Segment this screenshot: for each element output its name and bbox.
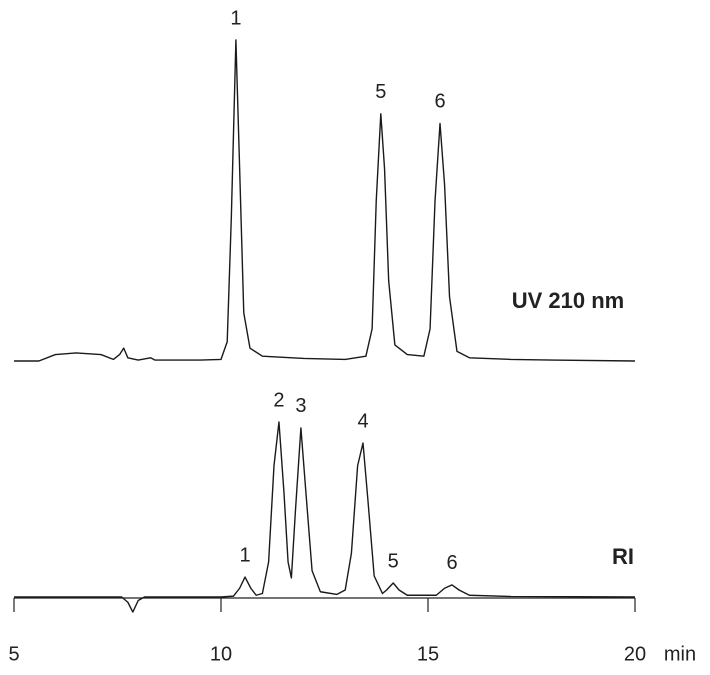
peak-label: 5 (375, 81, 386, 103)
series-label: RI (612, 544, 634, 569)
trace (14, 39, 636, 362)
peak-label: 1 (230, 7, 241, 29)
peak-label: 3 (295, 395, 306, 417)
x-tick-label: 20 (624, 643, 646, 665)
x-axis-label: min (664, 643, 696, 665)
peak-label: 6 (434, 91, 445, 113)
x-tick-label: 5 (8, 643, 19, 665)
peak-label: 4 (357, 410, 368, 432)
x-tick-label: 15 (417, 643, 439, 665)
peak-label: 6 (446, 552, 457, 574)
series-label: UV 210 nm (512, 288, 625, 313)
peak-label: 5 (388, 550, 399, 572)
peak-label: 1 (239, 544, 250, 566)
x-tick-label: 10 (210, 643, 232, 665)
trace (14, 421, 636, 613)
peak-label: 2 (273, 389, 284, 411)
